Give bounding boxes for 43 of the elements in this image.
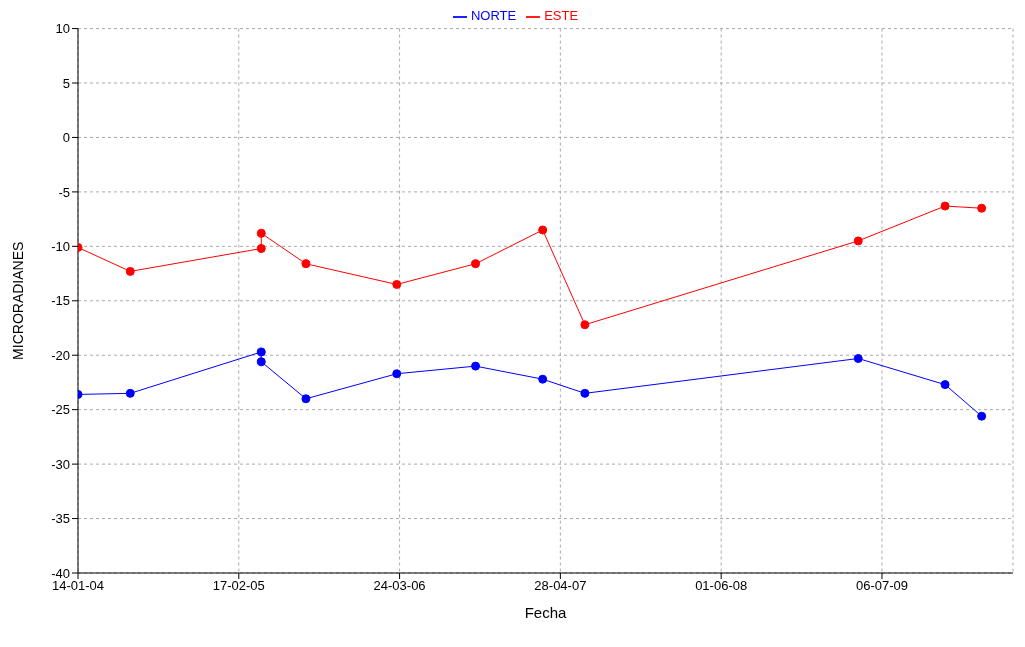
point xyxy=(301,394,311,404)
y-tick-label: -30 xyxy=(51,456,70,472)
point xyxy=(977,203,987,213)
point xyxy=(471,259,481,269)
point xyxy=(125,266,135,276)
point xyxy=(940,380,950,390)
y-tick-label: -10 xyxy=(51,238,70,254)
point xyxy=(125,388,135,398)
point xyxy=(853,236,863,246)
y-tick-label: -35 xyxy=(51,511,70,527)
y-tick-label: 5 xyxy=(62,75,70,91)
point xyxy=(940,201,950,211)
point xyxy=(580,320,590,330)
x-tick-label: 24-03-06 xyxy=(373,578,426,594)
y-tick-label: -25 xyxy=(51,402,70,418)
point xyxy=(977,411,987,421)
point xyxy=(392,369,402,379)
legend-label: NORTE xyxy=(470,8,517,23)
y-tick-label: -40 xyxy=(51,565,70,581)
x-tick-label: 28-04-07 xyxy=(534,578,587,594)
x-tick-label: 06-07-09 xyxy=(855,578,908,594)
x-tick-label: 01-06-08 xyxy=(695,578,748,594)
point xyxy=(538,374,548,384)
y-axis-title: MICRORADIANES xyxy=(9,241,26,360)
point xyxy=(256,347,266,357)
point xyxy=(256,357,266,367)
point xyxy=(392,279,402,289)
x-tick-label: 17-02-05 xyxy=(212,578,265,594)
y-tick-label: 10 xyxy=(55,21,70,37)
point xyxy=(301,259,311,269)
x-tick-label: 14-01-04 xyxy=(51,578,105,594)
y-tick-label: 0 xyxy=(62,130,70,146)
point xyxy=(256,228,266,238)
point xyxy=(538,225,548,235)
y-tick-label: -15 xyxy=(51,293,70,309)
point xyxy=(256,244,266,254)
point xyxy=(853,353,863,363)
point xyxy=(471,361,481,371)
legend-label: ESTE xyxy=(544,8,579,23)
point xyxy=(580,388,590,398)
y-tick-label: -20 xyxy=(51,347,70,363)
x-axis-title: Fecha xyxy=(524,604,567,621)
y-tick-label: -5 xyxy=(58,184,70,200)
